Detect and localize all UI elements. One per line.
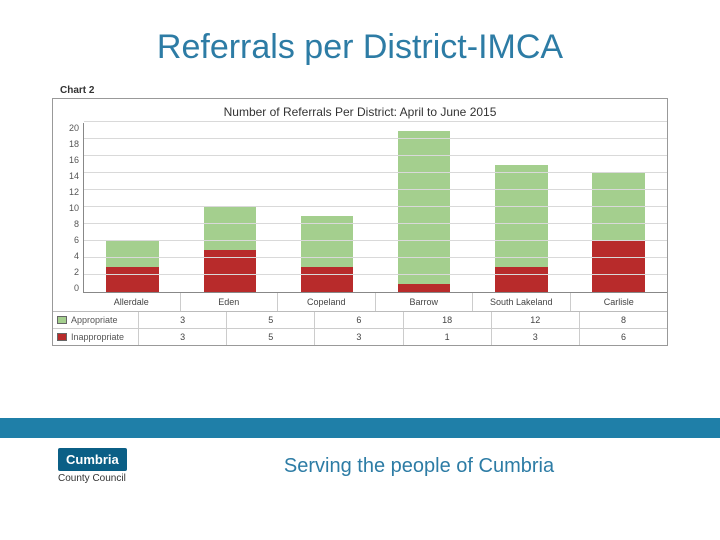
x-axis-row: AllerdaleEdenCopelandBarrowSouth Lakelan… xyxy=(53,293,667,311)
bar-slot xyxy=(181,123,278,292)
data-column: 123 xyxy=(492,312,580,345)
data-cell: 6 xyxy=(315,312,402,328)
x-category: Allerdale xyxy=(83,293,181,311)
bar-segment-inappropriate xyxy=(398,284,450,293)
legend-item: Appropriate xyxy=(53,312,139,328)
grid-line xyxy=(84,189,667,190)
data-cell: 3 xyxy=(139,312,226,328)
data-cell: 8 xyxy=(580,312,667,328)
y-tick: 4 xyxy=(74,251,79,261)
bar-segment-appropriate xyxy=(592,173,644,241)
data-cell: 12 xyxy=(492,312,579,328)
y-tick: 2 xyxy=(74,267,79,277)
bar xyxy=(301,216,353,293)
data-column: 181 xyxy=(404,312,492,345)
chart-container: Number of Referrals Per District: April … xyxy=(52,98,668,346)
y-tick: 18 xyxy=(69,139,79,149)
bar-segment-appropriate xyxy=(495,165,547,267)
slide: Referrals per District-IMCA Chart 2 Numb… xyxy=(0,0,720,540)
data-table: AppropriateInappropriate 33556318112386 xyxy=(53,311,667,345)
grid-line xyxy=(84,172,667,173)
plot-row: 20181614121086420 xyxy=(53,123,667,293)
y-tick: 0 xyxy=(74,283,79,293)
bar-segment-inappropriate xyxy=(301,267,353,293)
legend-label: Appropriate xyxy=(71,315,118,325)
data-cell: 18 xyxy=(404,312,491,328)
legend-swatch xyxy=(57,333,67,341)
bar-segment-appropriate xyxy=(398,131,450,284)
bar-segment-appropriate xyxy=(204,207,256,250)
y-axis: 20181614121086420 xyxy=(53,123,83,293)
data-column: 33 xyxy=(139,312,227,345)
bar xyxy=(106,241,158,292)
y-tick: 12 xyxy=(69,187,79,197)
data-cell: 3 xyxy=(492,328,579,345)
logo-text-bottom: County Council xyxy=(58,473,158,484)
logo-text-top: Cumbria xyxy=(58,448,127,471)
bar-segment-inappropriate xyxy=(106,267,158,293)
data-columns: 33556318112386 xyxy=(139,312,667,345)
bar-slot xyxy=(473,123,570,292)
bar-segment-inappropriate xyxy=(495,267,547,293)
bar xyxy=(495,165,547,293)
x-axis-pad xyxy=(53,293,83,311)
data-cell: 5 xyxy=(227,328,314,345)
plot-area xyxy=(83,123,667,293)
data-cell: 1 xyxy=(404,328,491,345)
y-tick: 16 xyxy=(69,155,79,165)
data-cell: 3 xyxy=(315,328,402,345)
legend-column: Appropriate Inappropriate xyxy=(53,312,139,345)
y-tick: 20 xyxy=(69,123,79,133)
data-cell: 5 xyxy=(227,312,314,328)
bar-segment-inappropriate xyxy=(592,241,644,292)
data-column: 63 xyxy=(315,312,403,345)
x-category: Barrow xyxy=(376,293,474,311)
divider-bar xyxy=(0,418,720,438)
grid-line xyxy=(84,240,667,241)
bar-slot xyxy=(278,123,375,292)
data-column: 55 xyxy=(227,312,315,345)
chart-title: Number of Referrals Per District: April … xyxy=(53,99,667,123)
data-cell: 6 xyxy=(580,328,667,345)
grid-line xyxy=(84,138,667,139)
bars-layer xyxy=(84,123,667,292)
grid-line xyxy=(84,257,667,258)
x-category: Copeland xyxy=(278,293,376,311)
grid-line xyxy=(84,121,667,122)
y-tick: 8 xyxy=(74,219,79,229)
bar-slot xyxy=(376,123,473,292)
page-title: Referrals per District-IMCA xyxy=(0,0,720,67)
grid-line xyxy=(84,274,667,275)
data-cell: 3 xyxy=(139,328,226,345)
y-tick: 6 xyxy=(74,235,79,245)
bar-segment-appropriate xyxy=(106,241,158,267)
bar-slot xyxy=(84,123,181,292)
x-category: Eden xyxy=(181,293,279,311)
legend-item: Inappropriate xyxy=(53,328,139,345)
bar xyxy=(204,207,256,292)
grid-line xyxy=(84,223,667,224)
x-category: South Lakeland xyxy=(473,293,571,311)
legend-label: Inappropriate xyxy=(71,332,124,342)
legend-swatch xyxy=(57,316,67,324)
footer: Cumbria County Council Serving the peopl… xyxy=(0,448,720,484)
x-axis: AllerdaleEdenCopelandBarrowSouth Lakelan… xyxy=(83,293,667,311)
bar-slot xyxy=(570,123,667,292)
bar-segment-inappropriate xyxy=(204,250,256,293)
y-tick: 10 xyxy=(69,203,79,213)
logo: Cumbria County Council xyxy=(58,448,158,484)
x-category: Carlisle xyxy=(571,293,668,311)
tagline: Serving the people of Cumbria xyxy=(158,455,720,478)
y-tick: 14 xyxy=(69,171,79,181)
grid-line xyxy=(84,206,667,207)
chart-number-label: Chart 2 xyxy=(60,85,720,96)
data-column: 86 xyxy=(580,312,667,345)
grid-line xyxy=(84,155,667,156)
